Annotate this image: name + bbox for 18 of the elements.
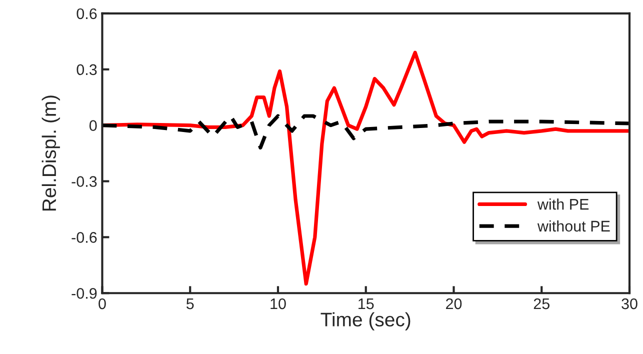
line-series <box>102 114 630 150</box>
y-axis-title: Rel.Displ. (m) <box>42 96 60 211</box>
x-tick-label: 30 <box>622 298 638 310</box>
x-tick-label: 15 <box>358 298 374 310</box>
y-tick-label: 0.6 <box>76 8 97 20</box>
y-tick-label: -0.9 <box>72 288 97 299</box>
x-tick-label: 0 <box>98 298 106 310</box>
y-tick-label: 0.3 <box>76 64 97 76</box>
y-tick-label: 0 <box>89 120 97 131</box>
x-tick-label: 10 <box>270 298 286 310</box>
x-axis-title: Time (sec) <box>320 312 410 330</box>
y-tick-label: -0.6 <box>72 232 97 243</box>
x-tick-label: 25 <box>534 298 550 310</box>
legend-label: without PE <box>537 220 610 232</box>
legend-label: with PE <box>537 198 589 210</box>
x-tick-label: 5 <box>186 298 194 310</box>
y-tick-label: -0.3 <box>72 176 97 187</box>
x-tick-label: 20 <box>446 298 462 310</box>
